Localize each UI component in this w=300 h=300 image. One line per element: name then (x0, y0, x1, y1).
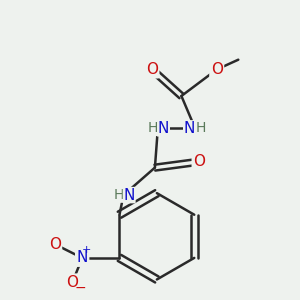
Text: O: O (193, 154, 205, 169)
Text: H: H (113, 188, 124, 202)
Text: N: N (76, 250, 88, 266)
Text: O: O (211, 62, 223, 77)
Text: N: N (124, 188, 135, 202)
Text: O: O (49, 237, 61, 252)
Text: O: O (66, 275, 78, 290)
Text: H: H (148, 122, 158, 135)
Text: N: N (184, 121, 195, 136)
Text: N: N (158, 121, 169, 136)
Text: H: H (195, 122, 206, 135)
Text: −: − (74, 281, 86, 295)
Text: +: + (81, 245, 91, 255)
Text: O: O (146, 62, 158, 77)
